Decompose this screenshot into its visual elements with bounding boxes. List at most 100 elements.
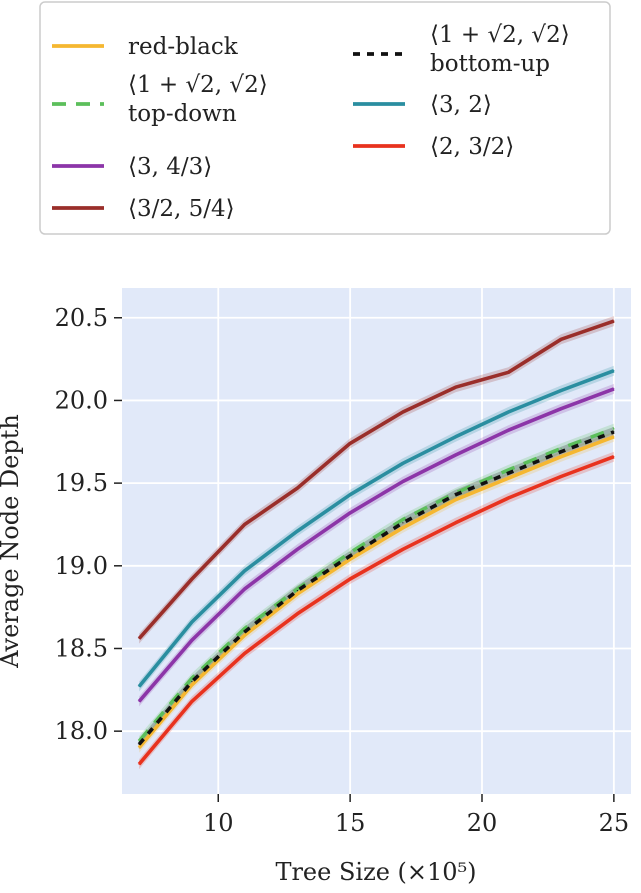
point-3-2 bbox=[613, 370, 615, 372]
legend-label-2-3-2: ⟨2, 3/2⟩ bbox=[430, 134, 514, 160]
point-2-3-2 bbox=[507, 497, 509, 499]
line-3-2-5-4 bbox=[137, 319, 615, 640]
x-tick-label: 25 bbox=[599, 809, 630, 837]
point-1-2-2-top-down bbox=[560, 447, 562, 449]
point-1-2-2-top-down bbox=[349, 551, 351, 554]
point-red-black bbox=[402, 527, 404, 529]
line-1-2-2-top-down bbox=[137, 426, 615, 743]
point-3-4-3 bbox=[296, 548, 298, 550]
y-tick-label: 19.5 bbox=[55, 469, 108, 497]
point-3-2-5-4 bbox=[560, 338, 562, 340]
point-1-2-2-bottom-up bbox=[244, 631, 246, 633]
line-1-2-2-bottom-up bbox=[137, 430, 615, 746]
point-2-3-2 bbox=[191, 700, 193, 702]
legend-label-line: ⟨1 + √2, √2⟩ bbox=[430, 22, 570, 48]
point-1-2-2-bottom-up bbox=[613, 431, 615, 433]
point-3-4-3 bbox=[455, 454, 457, 456]
point-3-4-3 bbox=[244, 588, 246, 590]
legend-label-1-2-2-bottom-up: ⟨1 + √2, √2⟩ bottom-up bbox=[430, 22, 570, 77]
point-red-black bbox=[349, 558, 351, 560]
point-3-2-5-4 bbox=[613, 320, 615, 322]
point-3-4-3 bbox=[613, 388, 615, 390]
point-1-2-2-bottom-up bbox=[138, 743, 140, 745]
series-lines bbox=[137, 319, 615, 766]
point-1-2-2-bottom-up bbox=[455, 494, 457, 496]
point-3-2 bbox=[560, 389, 562, 392]
point-1-2-2-top-down bbox=[296, 588, 298, 590]
point-red-black bbox=[138, 747, 140, 749]
point-1-2-2-bottom-up bbox=[402, 522, 404, 524]
line-3-4-3 bbox=[137, 387, 615, 703]
point-1-2-2-bottom-up bbox=[560, 451, 562, 453]
legend-label-line: top-down bbox=[128, 101, 237, 127]
line-red-black bbox=[137, 435, 615, 749]
point-red-black bbox=[191, 684, 193, 686]
point-1-2-2-top-down bbox=[507, 469, 509, 471]
x-tick-label: 10 bbox=[203, 809, 234, 837]
x-axis-label: Tree Size (×10⁵) bbox=[275, 858, 476, 886]
point-red-black bbox=[560, 456, 562, 458]
point-3-2-5-4 bbox=[191, 578, 193, 580]
point-3-2 bbox=[138, 685, 140, 688]
point-3-2-5-4 bbox=[138, 637, 140, 640]
point-3-4-3 bbox=[560, 408, 562, 410]
legend-label-red-black: red-black bbox=[128, 34, 239, 60]
y-tick-label: 19.0 bbox=[55, 552, 108, 580]
legend-label-1-2-2-top-down: ⟨1 + √2, √2⟩ top-down bbox=[128, 72, 268, 127]
y-axis-ticks: 18.0 18.5 19.0 19.5 20.0 20.5 bbox=[55, 304, 122, 745]
point-3-2-5-4 bbox=[402, 411, 404, 413]
point-3-2 bbox=[191, 621, 193, 623]
point-2-3-2 bbox=[349, 578, 351, 580]
point-2-3-2 bbox=[244, 652, 246, 655]
point-3-2-5-4 bbox=[349, 442, 351, 445]
line-2-3-2 bbox=[137, 455, 615, 766]
legend-items: red-black ⟨1 + √2, √2⟩ top-down ⟨3, 4/3⟩ ⟨3/… bbox=[52, 22, 570, 222]
point-2-3-2 bbox=[138, 763, 140, 765]
point-1-2-2-top-down bbox=[244, 628, 246, 630]
point-3-4-3 bbox=[402, 480, 404, 483]
point-red-black bbox=[455, 499, 457, 501]
point-red-black bbox=[244, 634, 246, 636]
point-3-2 bbox=[349, 494, 351, 496]
point-1-2-2-bottom-up bbox=[191, 680, 193, 683]
point-2-3-2 bbox=[560, 475, 562, 478]
point-3-4-3 bbox=[138, 700, 140, 702]
point-2-3-2 bbox=[455, 522, 457, 524]
point-red-black bbox=[613, 436, 615, 438]
line-3-2 bbox=[137, 369, 615, 688]
point-3-2-5-4 bbox=[296, 487, 298, 489]
x-axis-ticks: 10 15 20 25 bbox=[203, 794, 629, 837]
point-1-2-2-top-down bbox=[613, 427, 615, 430]
point-3-2-5-4 bbox=[455, 386, 457, 388]
point-red-black bbox=[507, 477, 509, 479]
point-3-4-3 bbox=[349, 512, 351, 514]
plot-area bbox=[122, 288, 631, 794]
legend-label-3-2: ⟨3, 2⟩ bbox=[430, 92, 492, 118]
legend-label-3-2-5-4: ⟨3/2, 5/4⟩ bbox=[128, 196, 235, 222]
point-3-2 bbox=[296, 530, 298, 532]
x-tick-label: 20 bbox=[467, 809, 498, 837]
point-red-black bbox=[296, 593, 298, 595]
legend-box bbox=[39, 1, 611, 235]
y-tick-label: 20.5 bbox=[55, 304, 108, 332]
point-3-2 bbox=[244, 570, 246, 572]
point-3-2 bbox=[455, 436, 457, 438]
point-1-2-2-bottom-up bbox=[507, 472, 509, 474]
point-1-2-2-top-down bbox=[191, 677, 193, 679]
legend: red-black ⟨1 + √2, √2⟩ top-down ⟨3, 4/3⟩ ⟨3/… bbox=[39, 1, 611, 235]
y-tick-label: 18.0 bbox=[55, 717, 108, 745]
point-3-4-3 bbox=[191, 639, 193, 641]
point-3-2 bbox=[507, 411, 509, 413]
y-tick-label: 18.5 bbox=[55, 634, 108, 662]
legend-label-line: bottom-up bbox=[430, 51, 550, 77]
point-1-2-2-bottom-up bbox=[296, 590, 298, 592]
point-3-2-5-4 bbox=[244, 523, 246, 526]
y-tick-label: 20.0 bbox=[55, 386, 108, 414]
point-2-3-2 bbox=[613, 456, 615, 458]
point-2-3-2 bbox=[402, 548, 404, 550]
point-3-4-3 bbox=[507, 429, 509, 431]
point-1-2-2-top-down bbox=[402, 518, 404, 521]
point-1-2-2-bottom-up bbox=[349, 555, 351, 557]
